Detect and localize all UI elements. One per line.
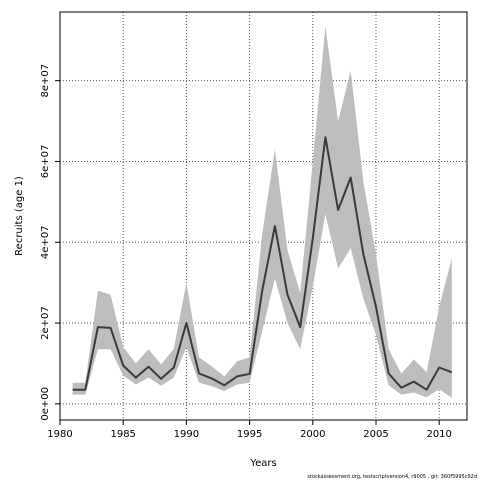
y-tick-label: 0e+00	[40, 387, 51, 421]
axes: 1980 1985 1990 1995 2000 2005 2010 0e+00 2e+07 4e…	[40, 64, 452, 440]
y-tick-label: 8e+07	[40, 64, 51, 98]
y-tick-label: 6e+07	[40, 145, 51, 179]
x-tick-label: 2005	[363, 429, 388, 440]
x-tick-label: 1995	[237, 429, 262, 440]
x-tick-label: 2010	[426, 429, 451, 440]
x-axis-title: Years	[249, 458, 276, 469]
footer-note: stockassessment.org, testscriptversion4,…	[307, 474, 477, 480]
x-tick-label: 1990	[174, 429, 199, 440]
x-tick-label: 2000	[300, 429, 325, 440]
x-tick-label: 1985	[110, 429, 135, 440]
y-tick-label: 4e+07	[40, 225, 51, 259]
y-tick-label: 2e+07	[40, 306, 51, 340]
y-axis-title: Recruits (age 1)	[14, 176, 25, 256]
recruitment-line	[72, 136, 453, 391]
x-tick-label: 1980	[47, 429, 72, 440]
plot-frame	[59, 11, 468, 421]
confidence-band	[72, 26, 452, 398]
